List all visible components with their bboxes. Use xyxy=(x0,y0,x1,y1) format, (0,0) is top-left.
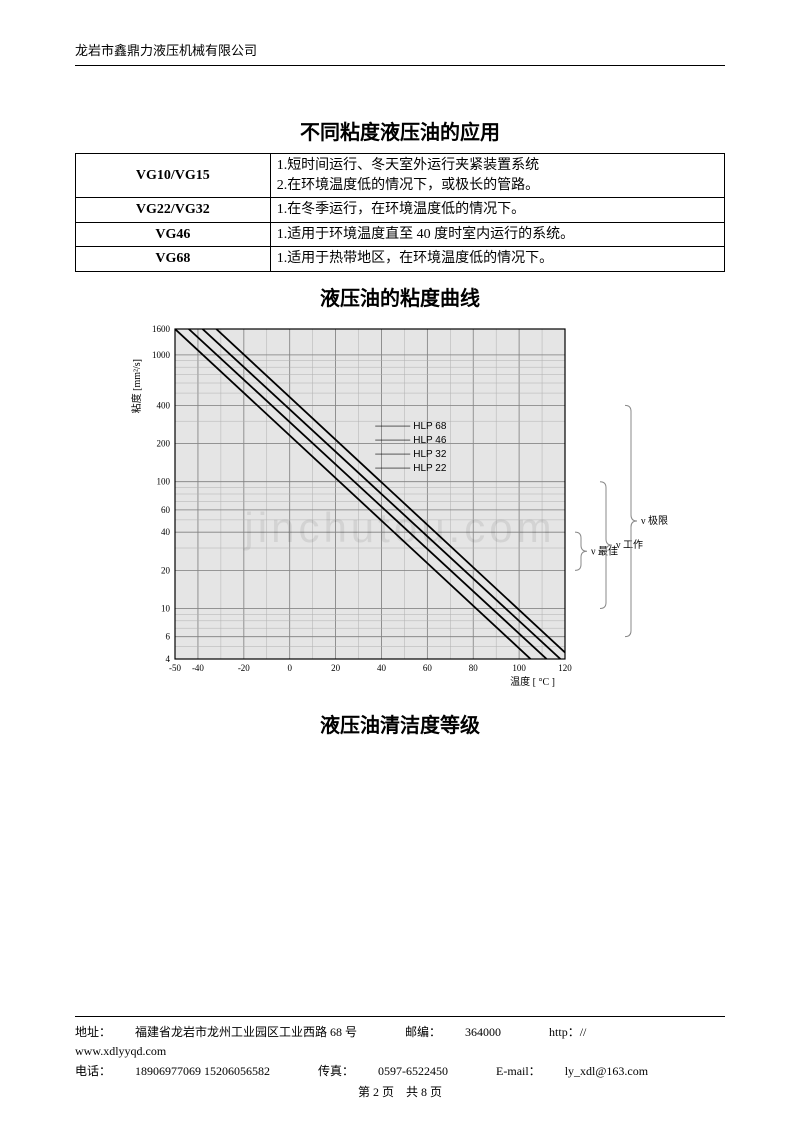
section2-title: 液压油的粘度曲线 xyxy=(75,282,725,311)
footer-fax: 传真：0597-6522450 xyxy=(318,1062,472,1081)
svg-text:60: 60 xyxy=(423,663,433,673)
svg-text:80: 80 xyxy=(469,663,479,673)
page-footer: 地址：福建省龙岩市龙州工业园区工业西路 68 号 邮编：364000 http：… xyxy=(75,1016,725,1102)
footer-website: www.xdlyyqd.com xyxy=(75,1042,725,1061)
footer-email: E-mail：ly_xdl@163.com xyxy=(496,1062,672,1081)
svg-text:1000: 1000 xyxy=(152,350,171,360)
svg-text:4: 4 xyxy=(166,654,171,664)
company-header: 龙岩市鑫鼎力液压机械有限公司 xyxy=(75,40,725,59)
svg-text:40: 40 xyxy=(377,663,387,673)
oil-grade: VG46 xyxy=(76,222,271,247)
svg-text:60: 60 xyxy=(161,505,171,515)
svg-text:10: 10 xyxy=(161,604,171,614)
svg-text:100: 100 xyxy=(512,663,526,673)
viscosity-chart: -50 -40 -20 0 20 40 60 80 100 120 4 6 10 20 40 60 100 200… xyxy=(120,319,680,699)
svg-text:ν 工作: ν 工作 xyxy=(616,539,643,551)
svg-text:粘度 [mm²/s]: 粘度 [mm²/s] xyxy=(130,359,143,413)
footer-rule xyxy=(75,1016,725,1017)
svg-text:1600: 1600 xyxy=(152,324,171,334)
header-rule xyxy=(75,65,725,66)
svg-text:400: 400 xyxy=(157,400,171,410)
svg-text:HLP 32: HLP 32 xyxy=(413,449,447,460)
svg-text:120: 120 xyxy=(558,663,572,673)
svg-text:-40: -40 xyxy=(192,663,204,673)
application-table: VG10/VG15 1.短时间运行、冬天室外运行夹紧装置系统2.在环境温度低的情… xyxy=(75,153,725,272)
svg-text:6: 6 xyxy=(166,632,171,642)
svg-text:ν 极限: ν 极限 xyxy=(641,514,668,527)
svg-text:HLP 46: HLP 46 xyxy=(413,435,447,446)
section3-title: 液压油清洁度等级 xyxy=(75,709,725,738)
svg-text:0: 0 xyxy=(287,663,292,673)
svg-text:HLP 68: HLP 68 xyxy=(413,421,447,432)
table-row: VG22/VG32 1.在冬季运行，在环境温度低的情况下。 xyxy=(76,198,725,223)
footer-zip: 邮编：364000 xyxy=(405,1023,525,1042)
section1-title: 不同粘度液压油的应用 xyxy=(75,116,725,145)
svg-text:-20: -20 xyxy=(238,663,250,673)
svg-text:温度 [ °C ]: 温度 [ °C ] xyxy=(510,675,555,688)
svg-text:HLP 22: HLP 22 xyxy=(413,463,447,474)
oil-desc: 1.短时间运行、冬天室外运行夹紧装置系统2.在环境温度低的情况下，或极长的管路。 xyxy=(270,154,724,198)
svg-text:40: 40 xyxy=(161,527,171,537)
oil-grade: VG22/VG32 xyxy=(76,198,271,223)
chart-svg: -50 -40 -20 0 20 40 60 80 100 120 4 6 10 20 40 60 100 200… xyxy=(120,319,680,699)
oil-desc: 1.适用于环境温度直至 40 度时室内运行的系统。 xyxy=(270,222,724,247)
table-row: VG10/VG15 1.短时间运行、冬天室外运行夹紧装置系统2.在环境温度低的情… xyxy=(76,154,725,198)
footer-address: 地址：福建省龙岩市龙州工业园区工业西路 68 号 xyxy=(75,1023,381,1042)
oil-desc: 1.适用于热带地区，在环境温度低的情况下。 xyxy=(270,247,724,272)
table-row: VG68 1.适用于热带地区，在环境温度低的情况下。 xyxy=(76,247,725,272)
table-row: VG46 1.适用于环境温度直至 40 度时室内运行的系统。 xyxy=(76,222,725,247)
footer-phone: 电话：18906977069 15206056582 xyxy=(75,1062,294,1081)
svg-text:20: 20 xyxy=(331,663,341,673)
footer-http: http：// xyxy=(549,1023,586,1042)
page-number: 第 2 页 共 8 页 xyxy=(75,1083,725,1102)
svg-text:ν 最佳: ν 最佳 xyxy=(591,544,618,557)
oil-grade: VG10/VG15 xyxy=(76,154,271,198)
svg-text:20: 20 xyxy=(161,565,171,575)
svg-text:200: 200 xyxy=(157,439,171,449)
oil-grade: VG68 xyxy=(76,247,271,272)
oil-desc: 1.在冬季运行，在环境温度低的情况下。 xyxy=(270,198,724,223)
svg-text:-50: -50 xyxy=(169,663,181,673)
svg-text:100: 100 xyxy=(157,477,171,487)
